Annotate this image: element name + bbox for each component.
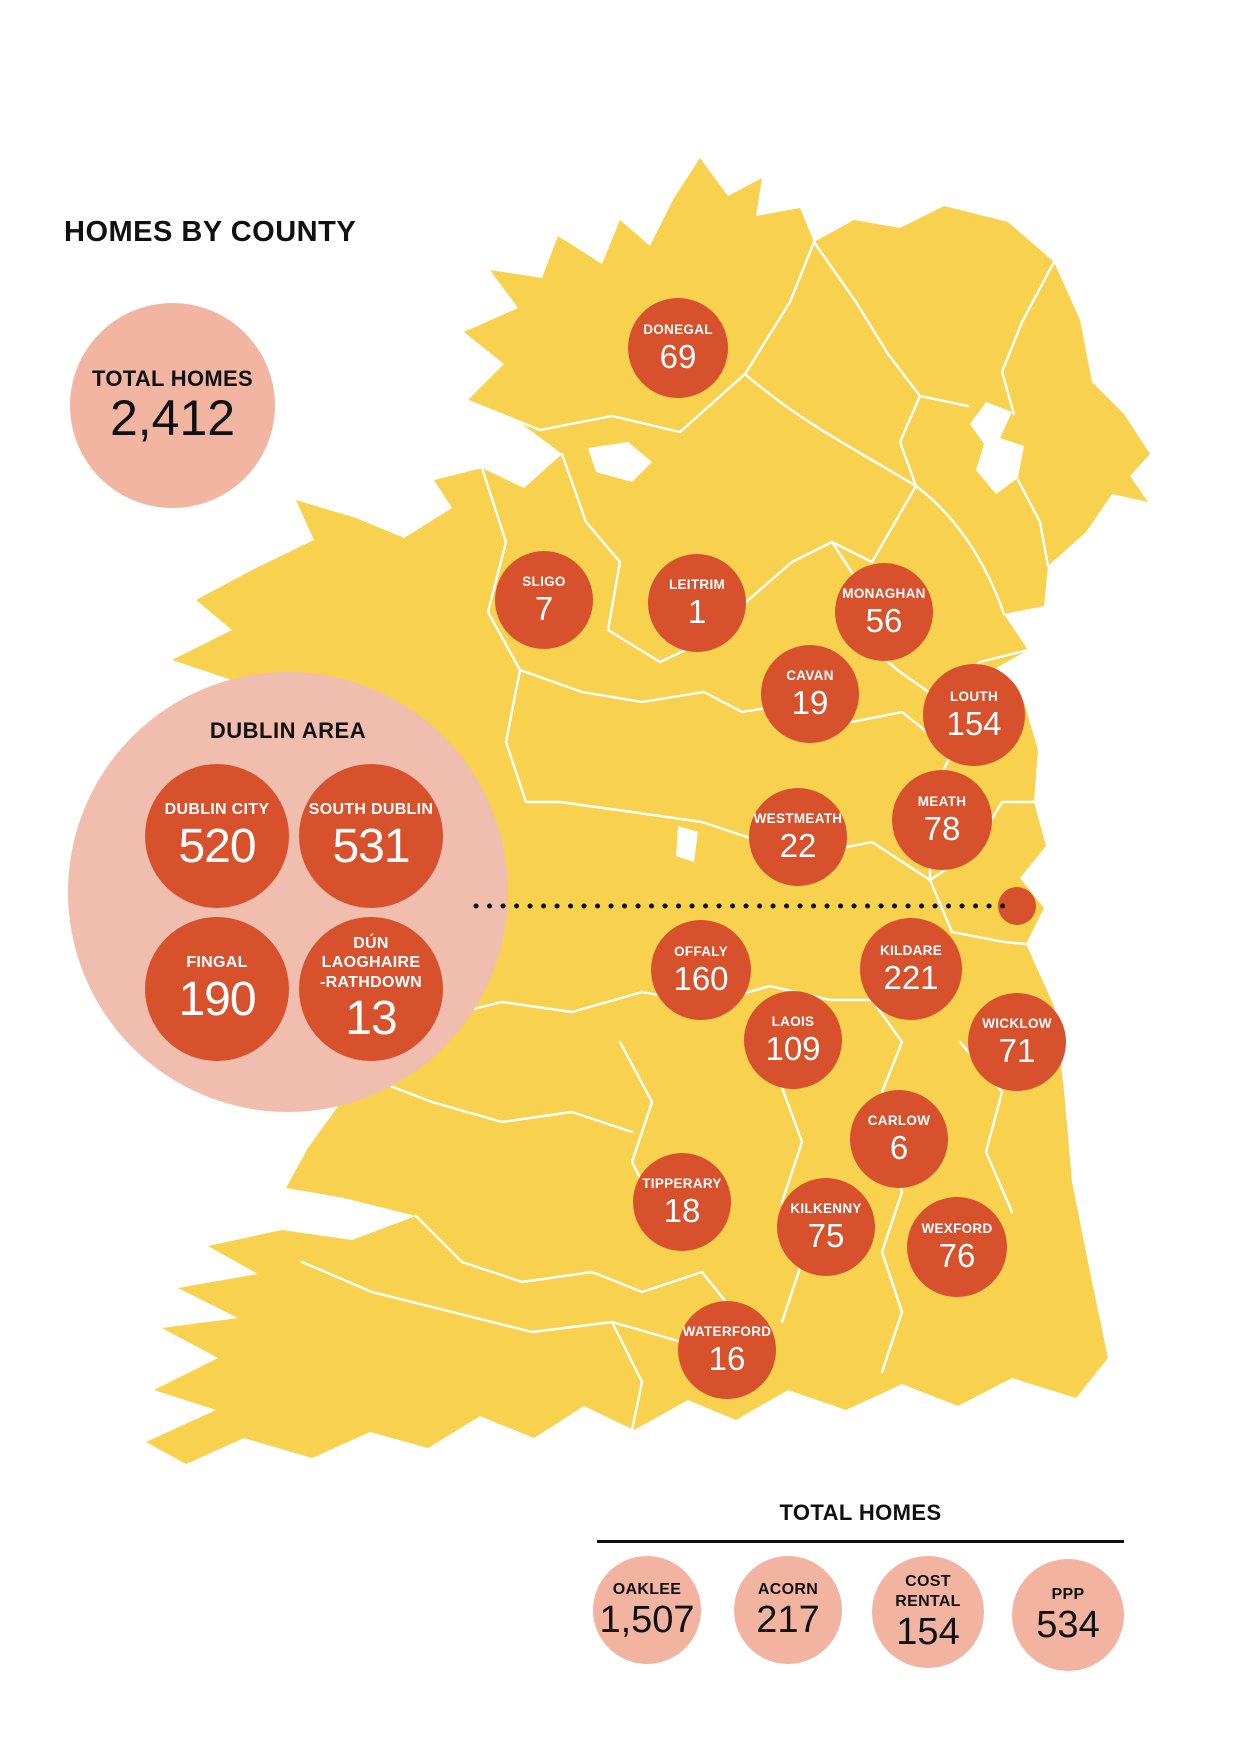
- county-bubble: KILKENNY 75: [777, 1178, 875, 1276]
- county-bubble-value: 221: [883, 959, 939, 997]
- total-homes-label: TOTAL HOMES: [92, 366, 253, 392]
- dublin-area-bubble: SOUTH DUBLIN 531: [299, 764, 443, 908]
- total-by-type-bubble: OAKLEE 1,507: [593, 1556, 701, 1664]
- county-bubble-label: MONAGHAN: [842, 586, 926, 602]
- dublin-area-bubble: DÚN LAOGHAIRE -RATHDOWN 13: [299, 917, 443, 1061]
- county-bubble-value: 76: [938, 1237, 976, 1275]
- county-bubble-value: 109: [765, 1030, 821, 1068]
- county-bubble: WATERFORD 16: [678, 1301, 776, 1399]
- total-by-type-bubble: ACORN 217: [734, 1556, 842, 1664]
- county-bubble-label: WESTMEATH: [753, 811, 843, 827]
- total-by-type-bubble-value: 534: [1036, 1604, 1100, 1647]
- page-title: HOMES BY COUNTY: [64, 216, 357, 248]
- county-bubble: MONAGHAN 56: [835, 563, 933, 661]
- county-bubble-label: CAVAN: [786, 668, 834, 684]
- dublin-area-title: DUBLIN AREA: [209, 718, 367, 743]
- county-bubble-value: 160: [673, 960, 729, 998]
- lake: [970, 402, 1024, 494]
- county-bubble-value: 78: [923, 810, 961, 848]
- total-by-type-bubble-label: PPP: [1051, 1586, 1085, 1604]
- total-by-type-bubble: PPP 534: [1012, 1559, 1124, 1671]
- lake: [676, 826, 698, 862]
- lake: [588, 442, 652, 482]
- county-bubble: LEITRIM 1: [648, 554, 746, 652]
- county-bubble: LOUTH 154: [923, 664, 1025, 766]
- dublin-area-bubble-label: SOUTH DUBLIN: [308, 801, 434, 819]
- county-bubble: OFFALY 160: [651, 920, 751, 1020]
- county-bubble: SLIGO 7: [495, 551, 593, 649]
- county-bubble-label: KILKENNY: [790, 1201, 862, 1217]
- totals-by-type-title: TOTAL HOMES: [779, 1500, 942, 1525]
- county-bubble-label: LOUTH: [950, 689, 998, 705]
- county-bubble-label: DONEGAL: [643, 322, 713, 338]
- dublin-area-circle: DUBLIN AREA: [68, 672, 508, 1112]
- county-bubble: KILDARE 221: [860, 918, 962, 1020]
- county-bubble-value: 7: [534, 590, 554, 628]
- county-bubble: CAVAN 19: [761, 645, 859, 743]
- county-bubble-label: WATERFORD: [682, 1324, 772, 1340]
- county-bubble-label: CARLOW: [867, 1113, 931, 1129]
- total-by-type-bubble-label: OAKLEE: [612, 1581, 682, 1599]
- dublin-area-bubble-value: 531: [332, 819, 410, 873]
- totals-rule: [597, 1540, 1124, 1543]
- county-bubble-value: 1: [687, 593, 707, 631]
- county-bubble-value: 18: [663, 1192, 701, 1230]
- dublin-area-bubble-value: 190: [178, 972, 256, 1026]
- county-bubble-label: WEXFORD: [921, 1221, 993, 1237]
- county-bubble: CARLOW 6: [850, 1090, 948, 1188]
- total-by-type-bubble-label: COST RENTAL: [895, 1573, 961, 1610]
- total-by-type-bubble-value: 217: [756, 1599, 820, 1642]
- county-bubble-value: 71: [998, 1032, 1036, 1070]
- dublin-area-bubble-label: DÚN LAOGHAIRE -RATHDOWN: [320, 935, 422, 991]
- dublin-area-bubble-label: FINGAL: [186, 954, 248, 972]
- total-homes-value: 2,412: [109, 390, 236, 447]
- total-homes-circle: TOTAL HOMES 2,412: [70, 303, 275, 508]
- total-by-type-bubble-value: 154: [896, 1610, 960, 1653]
- county-bubble: WESTMEATH 22: [749, 788, 847, 886]
- county-bubble-value: 69: [659, 338, 697, 376]
- lakes: [588, 402, 1024, 862]
- total-by-type-bubble: COST RENTAL 154: [872, 1556, 984, 1668]
- total-by-type-bubble-label: ACORN: [757, 1581, 819, 1599]
- county-bubble-label: MEATH: [917, 794, 967, 810]
- dublin-area-bubble: FINGAL 190: [145, 917, 289, 1061]
- county-bubble: WEXFORD 76: [907, 1197, 1007, 1297]
- total-by-type-bubble-value: 1,507: [599, 1599, 695, 1642]
- county-bubble-value: 16: [708, 1340, 746, 1378]
- county-bubble-label: WICKLOW: [982, 1016, 1052, 1032]
- county-bubble-label: OFFALY: [674, 944, 728, 960]
- county-bubble-label: SLIGO: [522, 574, 566, 590]
- dublin-area-bubble-value: 520: [178, 819, 256, 873]
- dublin-area-bubble-label: DUBLIN CITY: [164, 801, 270, 819]
- county-bubble-value: 19: [791, 684, 829, 722]
- totals-by-type-section: TOTAL HOMES: [597, 1500, 1124, 1543]
- county-bubble-label: TIPPERARY: [642, 1176, 722, 1192]
- county-bubble-label: LAOIS: [771, 1014, 815, 1030]
- county-bubble: LAOIS 109: [744, 991, 842, 1089]
- county-bubble: MEATH 78: [892, 770, 992, 870]
- dublin-area-bubble-value: 13: [345, 991, 397, 1045]
- county-bubble-value: 154: [946, 705, 1002, 743]
- county-bubble: TIPPERARY 18: [633, 1153, 731, 1251]
- county-bubble: DONEGAL 69: [628, 298, 728, 398]
- county-bubble-value: 22: [779, 827, 817, 865]
- county-bubble-value: 56: [865, 602, 903, 640]
- county-bubble-value: 6: [889, 1129, 909, 1167]
- county-bubble-value: 75: [807, 1217, 845, 1255]
- county-bubble-label: LEITRIM: [668, 577, 726, 593]
- county-bubble-label: KILDARE: [879, 943, 943, 959]
- county-bubble: WICKLOW 71: [968, 993, 1066, 1091]
- dublin-area-bubble: DUBLIN CITY 520: [145, 764, 289, 908]
